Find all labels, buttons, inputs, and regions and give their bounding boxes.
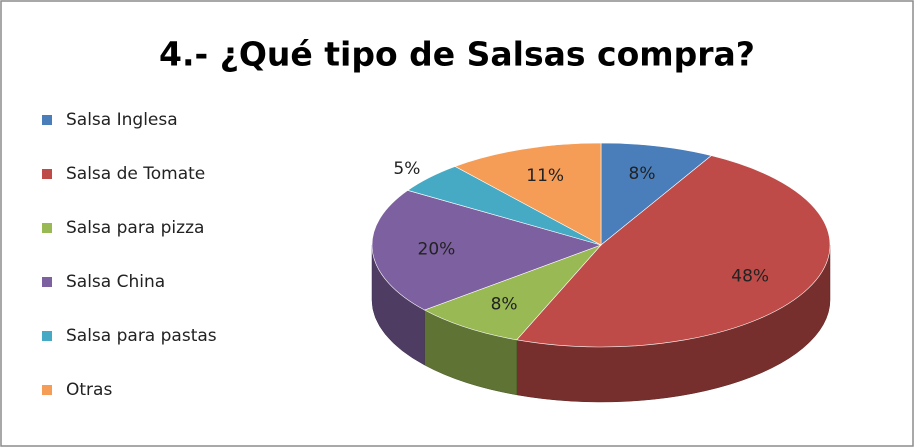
pie-slice	[454, 142, 602, 246]
legend-swatch	[42, 115, 52, 125]
legend-swatch	[42, 331, 52, 341]
data-label: 11%	[526, 166, 564, 186]
data-label: 5%	[393, 159, 420, 179]
pie-slice	[423, 244, 602, 341]
legend-label: Salsa Inglesa	[66, 110, 178, 130]
legend-swatch	[42, 277, 52, 287]
data-label: 20%	[418, 240, 456, 260]
pie-slice	[516, 155, 831, 348]
data-label: 48%	[731, 266, 769, 286]
legend-label: Salsa para pastas	[66, 326, 217, 346]
legend-swatch	[42, 385, 52, 395]
legend-label: Salsa para pizza	[66, 218, 204, 238]
data-label: 8%	[491, 294, 518, 314]
legend-label: Salsa de Tomate	[66, 164, 205, 184]
legend-swatch	[42, 223, 52, 233]
data-label: 8%	[629, 164, 656, 184]
pie-slice	[600, 142, 712, 246]
pie-slice	[371, 190, 602, 311]
legend-swatch	[42, 169, 52, 179]
legend-label: Salsa China	[66, 272, 165, 292]
legend-label: Otras	[66, 380, 112, 400]
chart-title: 4.- ¿Qué tipo de Salsas compra?	[159, 35, 755, 74]
